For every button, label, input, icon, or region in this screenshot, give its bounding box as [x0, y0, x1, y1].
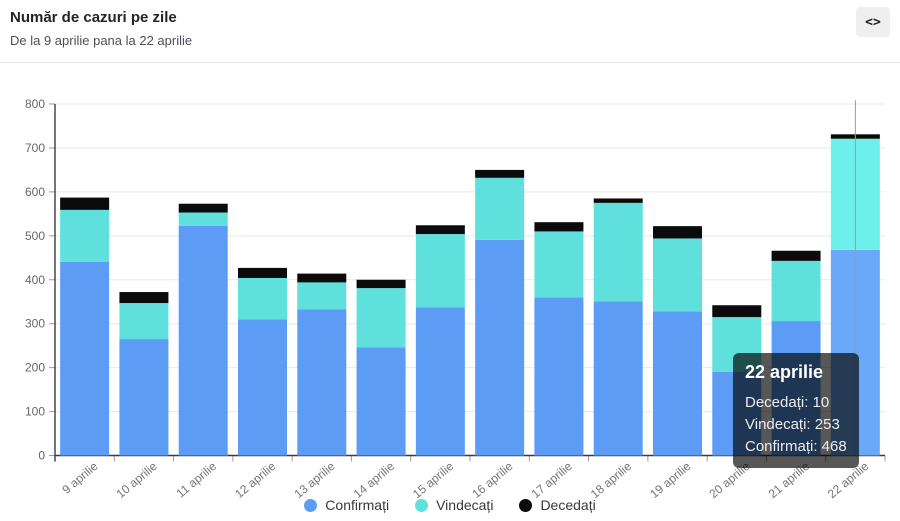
bar-13-aprilie-confirmați[interactable] [297, 309, 347, 456]
y-axis-label: 400 [25, 273, 45, 287]
bar-19-aprilie-confirmați[interactable] [653, 311, 702, 456]
bar-20-aprilie-confirmați[interactable] [712, 372, 762, 456]
bar-17-aprilie-vindecați[interactable] [534, 231, 584, 298]
x-axis-label: 18 aprilie [588, 459, 635, 501]
bar-9-aprilie-decedați[interactable] [60, 197, 110, 210]
bar-14-aprilie-vindecați[interactable] [356, 288, 406, 348]
bar-11-aprilie-confirmați[interactable] [178, 225, 228, 456]
y-axis-label: 500 [25, 229, 45, 243]
bar-10-aprilie-confirmați[interactable] [119, 339, 169, 456]
code-icon: <> [865, 14, 881, 30]
bar-17-aprilie-confirmați[interactable] [534, 297, 584, 456]
bar-11-aprilie-decedați[interactable] [178, 203, 228, 213]
y-axis-label: 100 [25, 405, 45, 419]
x-axis-label: 17 aprilie [529, 459, 576, 501]
x-axis-label: 12 aprilie [232, 459, 279, 501]
bar-12-aprilie-vindecați[interactable] [238, 277, 287, 320]
bar-15-aprilie-vindecați[interactable] [415, 234, 465, 308]
bar-16-aprilie-confirmați[interactable] [475, 239, 525, 456]
x-axis-label: 10 aprilie [114, 459, 161, 501]
bar-10-aprilie-decedați[interactable] [119, 292, 169, 304]
chart-canvas[interactable]: 0 100 200 300 400 500 600 700 800 9 aprilie 10 apr… [0, 91, 900, 503]
bar-13-aprilie-vindecați[interactable] [297, 282, 347, 310]
legend-item-decedati[interactable]: Decedați [519, 497, 596, 513]
bar-21-aprilie-confirmați[interactable] [771, 321, 821, 456]
bar-15-aprilie-decedați[interactable] [415, 225, 465, 235]
bar-17-aprilie-decedați[interactable] [534, 222, 584, 232]
legend-item-vindecati[interactable]: Vindecați [415, 497, 493, 513]
bar-14-aprilie-confirmați[interactable] [356, 347, 406, 456]
embed-code-button[interactable]: <> [856, 7, 890, 37]
decedati-dot-icon [519, 498, 533, 512]
bar-18-aprilie-vindecați[interactable] [593, 202, 643, 302]
bar-14-aprilie-decedați[interactable] [356, 279, 406, 289]
x-axis-label: 19 aprilie [647, 459, 694, 501]
bar-11-aprilie-vindecați[interactable] [178, 212, 228, 226]
chart-legend: Confirmați Vindecați Decedați [0, 497, 900, 513]
y-axis-label: 300 [25, 317, 45, 331]
page-title: Număr de cazuri pe zile [10, 9, 177, 26]
y-axis-label: 600 [25, 185, 45, 199]
y-axis-label: 0 [38, 449, 45, 463]
y-axis-label: 200 [25, 361, 45, 375]
bar-15-aprilie-confirmați[interactable] [415, 307, 465, 456]
x-axis-label: 16 aprilie [469, 459, 516, 501]
bar-21-aprilie-decedați[interactable] [771, 250, 821, 261]
header-divider [0, 62, 900, 63]
bar-10-aprilie-vindecați[interactable] [119, 303, 169, 340]
x-axis-label: 20 aprilie [706, 459, 753, 501]
legend-item-confirmati[interactable]: Confirmați [304, 497, 389, 513]
legend-label: Decedați [540, 497, 596, 513]
x-axis-label: 14 aprilie [351, 459, 398, 501]
bar-18-aprilie-decedați[interactable] [593, 198, 643, 203]
chart-subtitle: De la 9 aprilie pana la 22 aprilie [10, 33, 193, 48]
confirmati-dot-icon [304, 498, 318, 512]
bar-20-aprilie-decedați[interactable] [712, 305, 762, 318]
y-axis-label: 800 [25, 97, 45, 111]
bar-16-aprilie-decedați[interactable] [475, 169, 525, 178]
bar-9-aprilie-vindecați[interactable] [60, 209, 110, 262]
bar-19-aprilie-decedați[interactable] [653, 226, 702, 239]
bar-20-aprilie-vindecați[interactable] [712, 317, 762, 373]
x-axis-label: 13 aprilie [291, 459, 338, 501]
legend-label: Confirmați [325, 497, 390, 513]
x-axis-label: 21 aprilie [766, 459, 813, 501]
bar-12-aprilie-decedați[interactable] [238, 267, 287, 278]
x-axis-label: 22 aprilie [825, 459, 872, 501]
bar-13-aprilie-decedați[interactable] [297, 273, 347, 283]
legend-label: Vindecați [436, 497, 494, 513]
y-axis-label: 700 [25, 141, 45, 155]
bar-12-aprilie-confirmați[interactable] [238, 319, 287, 456]
bar-18-aprilie-confirmați[interactable] [593, 301, 643, 456]
bar-9-aprilie-confirmați[interactable] [60, 261, 110, 456]
bar-16-aprilie-vindecați[interactable] [475, 177, 525, 240]
vindecati-dot-icon [415, 498, 429, 512]
x-axis-label: 11 aprilie [174, 459, 220, 501]
x-axis-label: 9 aprilie [59, 459, 100, 497]
bar-19-aprilie-vindecați[interactable] [653, 238, 702, 312]
x-axis-label: 15 aprilie [410, 459, 457, 501]
bar-21-aprilie-vindecați[interactable] [771, 260, 821, 322]
